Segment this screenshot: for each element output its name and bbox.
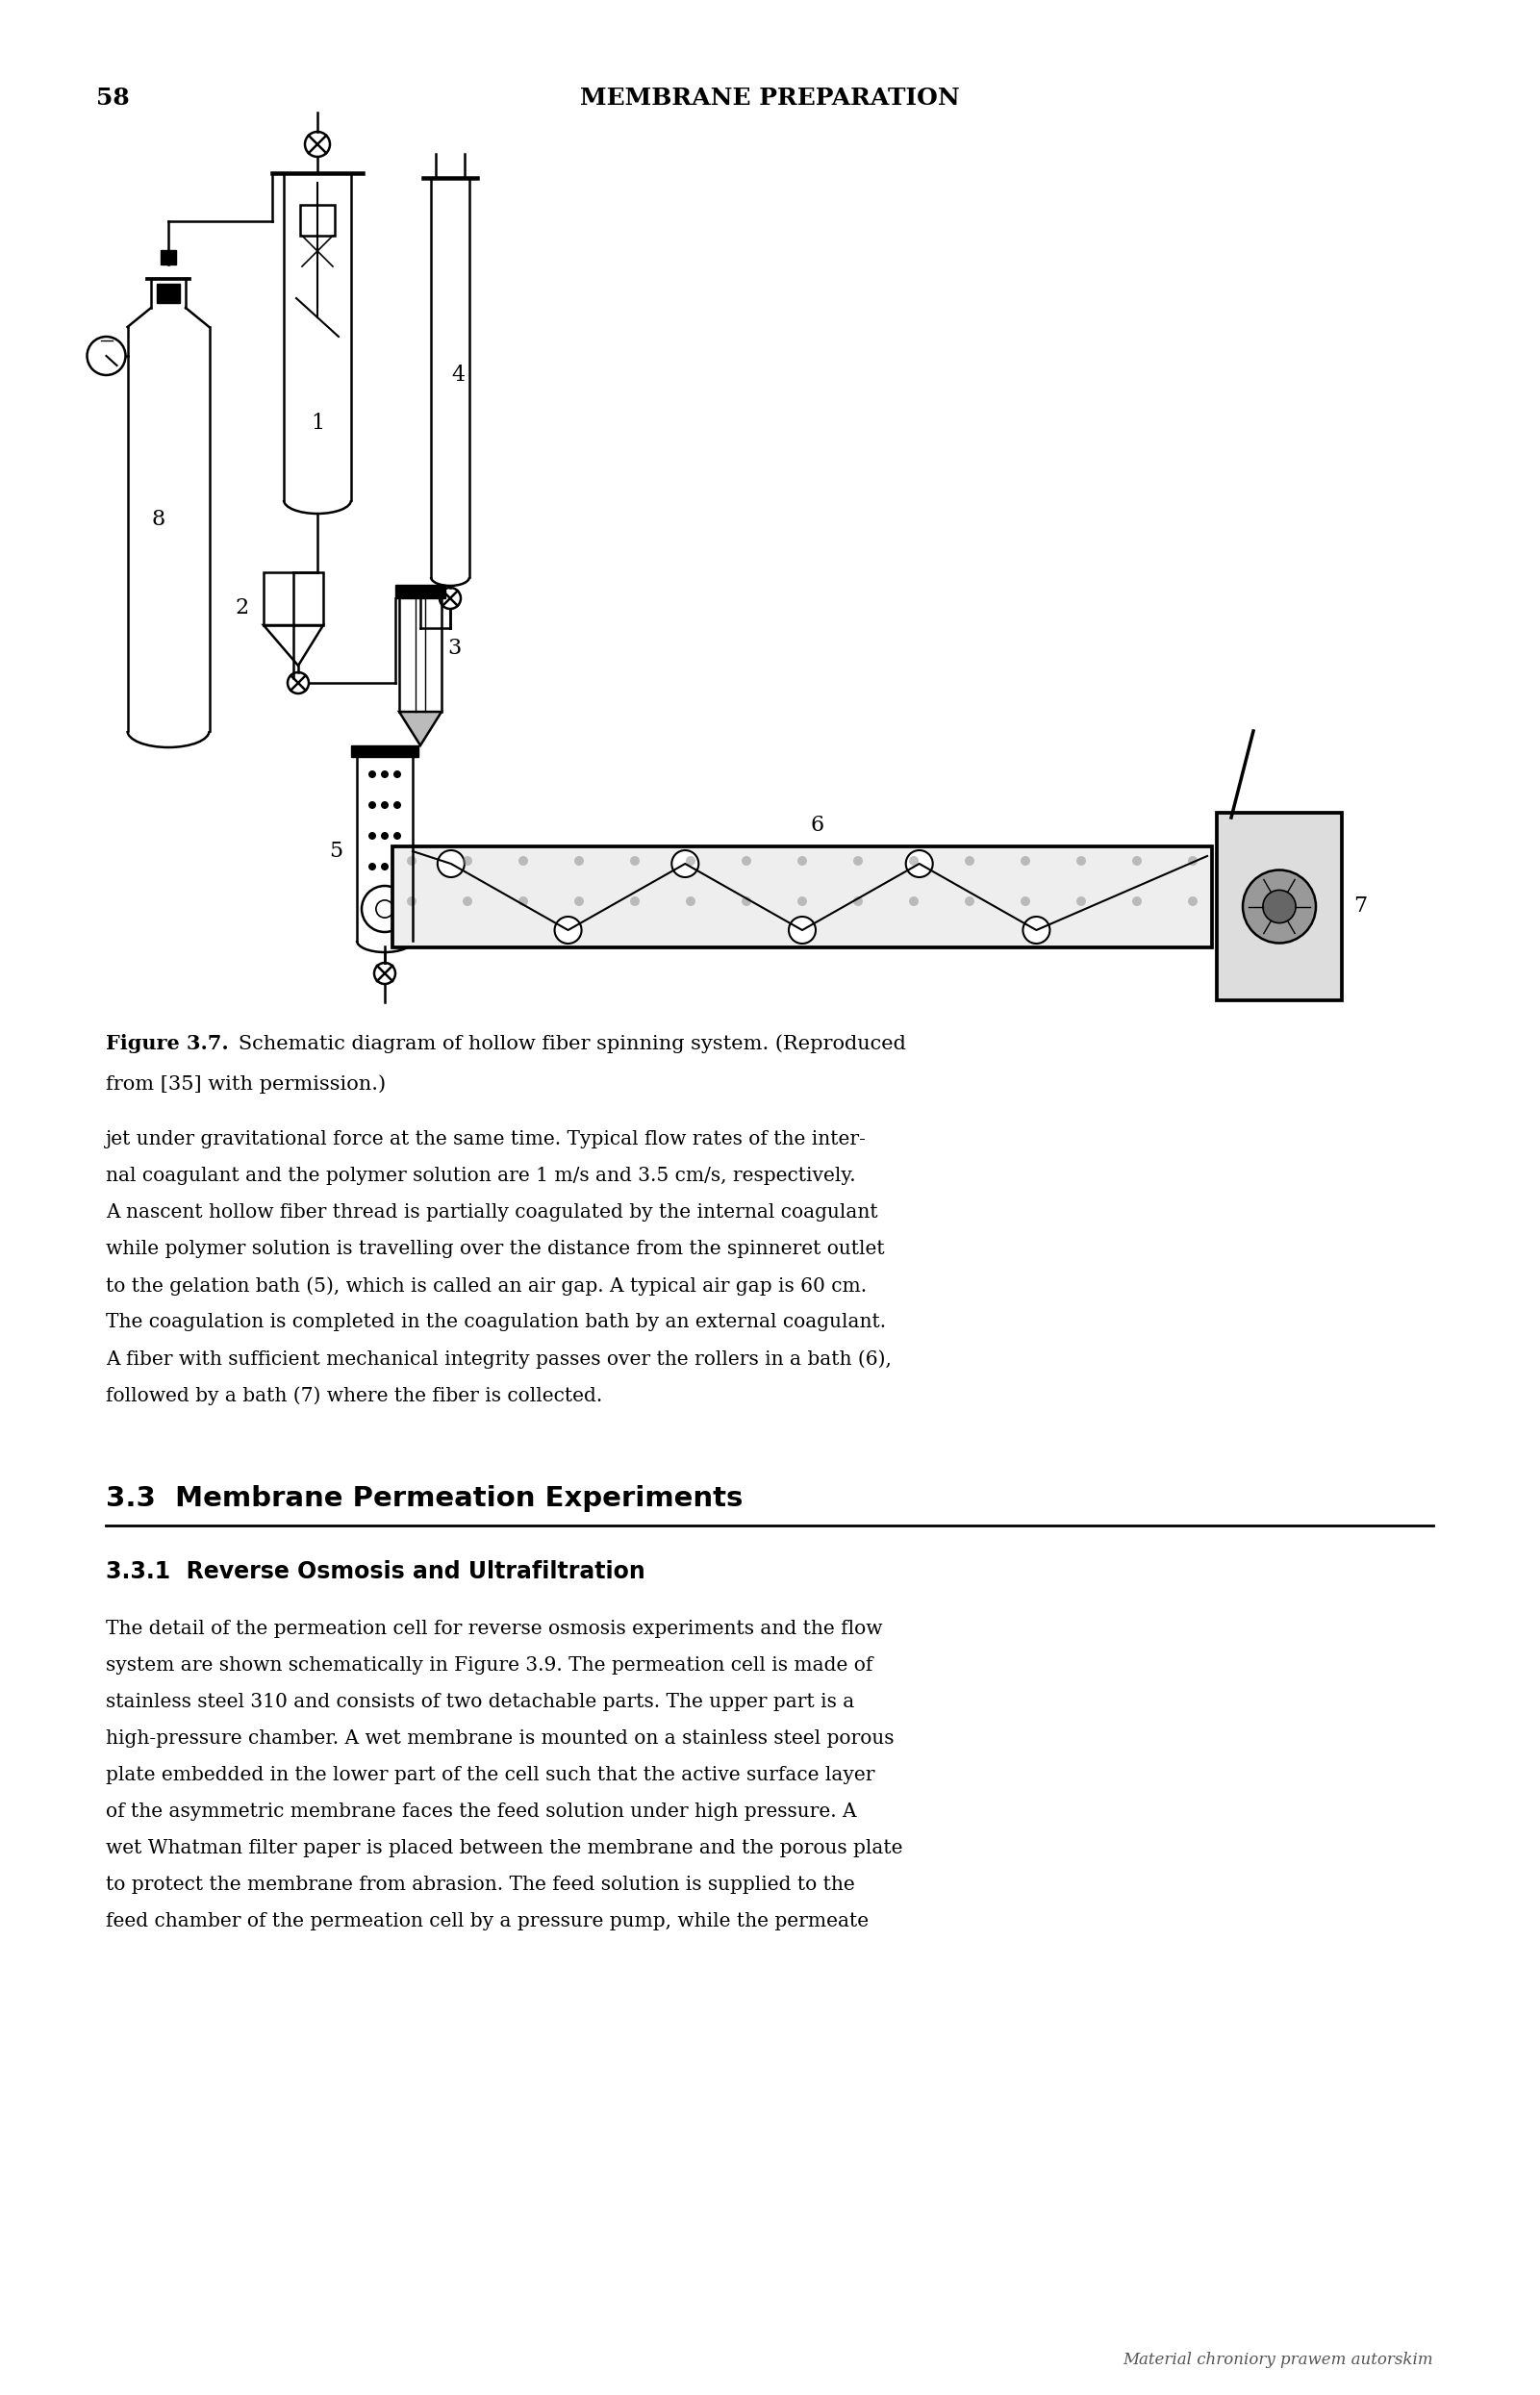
Circle shape: [407, 855, 416, 865]
Text: jet under gravitational force at the same time. Typical flow rates of the inter-: jet under gravitational force at the sam…: [106, 1130, 867, 1150]
Bar: [351, 745, 419, 757]
Bar: [1217, 812, 1341, 1001]
Circle shape: [1023, 917, 1050, 944]
Text: MEMBRANE PREPARATION: MEMBRANE PREPARATION: [579, 86, 959, 110]
Circle shape: [964, 855, 975, 865]
Bar: [160, 249, 176, 263]
Circle shape: [909, 855, 919, 865]
Circle shape: [742, 855, 752, 865]
Circle shape: [368, 802, 376, 810]
Text: 3.3  Membrane Permeation Experiments: 3.3 Membrane Permeation Experiments: [106, 1485, 742, 1511]
Circle shape: [1132, 896, 1141, 905]
Text: 8: 8: [152, 508, 166, 529]
Circle shape: [909, 896, 919, 905]
Circle shape: [393, 802, 400, 810]
Circle shape: [1076, 855, 1086, 865]
Bar: [263, 572, 323, 625]
Text: 7: 7: [1354, 896, 1368, 917]
Bar: [396, 584, 445, 599]
Text: followed by a bath (7) where the fiber is collected.: followed by a bath (7) where the fiber i…: [106, 1387, 602, 1406]
Circle shape: [574, 896, 584, 905]
Text: A nascent hollow fiber thread is partially coagulated by the internal coagulant: A nascent hollow fiber thread is partial…: [106, 1202, 878, 1221]
Circle shape: [393, 831, 400, 841]
Text: system are shown schematically in Figure 3.9. The permeation cell is made of: system are shown schematically in Figure…: [106, 1657, 873, 1674]
Text: from [35] with permission.): from [35] with permission.): [106, 1075, 387, 1092]
Circle shape: [393, 771, 400, 778]
Circle shape: [380, 771, 388, 778]
Circle shape: [554, 917, 582, 944]
Text: 4: 4: [451, 364, 465, 386]
Circle shape: [380, 831, 388, 841]
Circle shape: [437, 850, 465, 877]
Circle shape: [798, 896, 807, 905]
Circle shape: [742, 896, 752, 905]
Circle shape: [906, 850, 933, 877]
Text: 1: 1: [311, 412, 325, 433]
Bar: [300, 206, 334, 235]
Text: 6: 6: [812, 814, 824, 836]
Circle shape: [1132, 855, 1141, 865]
Circle shape: [519, 896, 528, 905]
Circle shape: [574, 855, 584, 865]
Circle shape: [685, 896, 696, 905]
Circle shape: [519, 855, 528, 865]
Text: to the gelation bath (5), which is called an air gap. A typical air gap is 60 cm: to the gelation bath (5), which is calle…: [106, 1277, 867, 1296]
Circle shape: [1021, 896, 1030, 905]
Text: 3: 3: [447, 637, 460, 659]
Circle shape: [1187, 896, 1198, 905]
Circle shape: [630, 896, 639, 905]
Text: 58: 58: [95, 86, 129, 110]
Text: Material chroniory prawem autorskim: Material chroniory prawem autorskim: [1123, 2352, 1434, 2369]
Bar: [393, 845, 1212, 948]
Text: of the asymmetric membrane faces the feed solution under high pressure. A: of the asymmetric membrane faces the fee…: [106, 1803, 856, 1820]
Circle shape: [393, 862, 400, 869]
Circle shape: [853, 855, 862, 865]
Circle shape: [788, 917, 816, 944]
Text: plate embedded in the lower part of the cell such that the active surface layer: plate embedded in the lower part of the …: [106, 1765, 875, 1784]
Circle shape: [1263, 891, 1295, 922]
Text: A fiber with sufficient mechanical integrity passes over the rollers in a bath (: A fiber with sufficient mechanical integ…: [106, 1348, 892, 1368]
Text: to protect the membrane from abrasion. The feed solution is supplied to the: to protect the membrane from abrasion. T…: [106, 1875, 855, 1894]
Circle shape: [1021, 855, 1030, 865]
Circle shape: [798, 855, 807, 865]
Circle shape: [462, 896, 473, 905]
Text: while polymer solution is travelling over the distance from the spinneret outlet: while polymer solution is travelling ove…: [106, 1241, 884, 1257]
Circle shape: [380, 802, 388, 810]
Circle shape: [964, 896, 975, 905]
Circle shape: [368, 862, 376, 869]
Text: 3.3.1  Reverse Osmosis and Ultrafiltration: 3.3.1 Reverse Osmosis and Ultrafiltratio…: [106, 1559, 645, 1583]
Circle shape: [462, 855, 473, 865]
Text: wet Whatman filter paper is placed between the membrane and the porous plate: wet Whatman filter paper is placed betwe…: [106, 1839, 902, 1859]
Circle shape: [671, 850, 699, 877]
Text: Schematic diagram of hollow fiber spinning system. (Reproduced: Schematic diagram of hollow fiber spinni…: [219, 1035, 906, 1054]
Circle shape: [368, 831, 376, 841]
Circle shape: [368, 771, 376, 778]
Text: feed chamber of the permeation cell by a pressure pump, while the permeate: feed chamber of the permeation cell by a…: [106, 1911, 869, 1930]
Text: The coagulation is completed in the coagulation bath by an external coagulant.: The coagulation is completed in the coag…: [106, 1312, 886, 1332]
Text: 2: 2: [236, 599, 249, 618]
Polygon shape: [399, 711, 442, 745]
Circle shape: [685, 855, 696, 865]
Text: 5: 5: [330, 841, 342, 862]
Circle shape: [407, 896, 416, 905]
Text: nal coagulant and the polymer solution are 1 m/s and 3.5 cm/s, respectively.: nal coagulant and the polymer solution a…: [106, 1166, 856, 1186]
Circle shape: [380, 862, 388, 869]
Text: stainless steel 310 and consists of two detachable parts. The upper part is a: stainless steel 310 and consists of two …: [106, 1693, 855, 1710]
Circle shape: [1187, 855, 1198, 865]
Circle shape: [853, 896, 862, 905]
Circle shape: [1076, 896, 1086, 905]
Circle shape: [1243, 869, 1315, 944]
Circle shape: [630, 855, 639, 865]
Bar: [157, 283, 180, 304]
Text: Figure 3.7.: Figure 3.7.: [106, 1035, 229, 1054]
Text: The detail of the permeation cell for reverse osmosis experiments and the flow: The detail of the permeation cell for re…: [106, 1619, 882, 1638]
Text: high-pressure chamber. A wet membrane is mounted on a stainless steel porous: high-pressure chamber. A wet membrane is…: [106, 1729, 895, 1748]
